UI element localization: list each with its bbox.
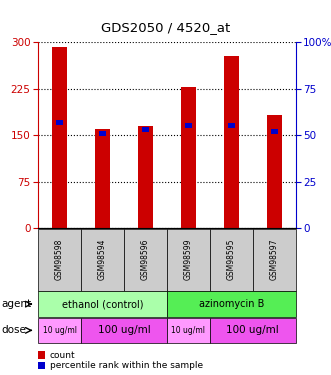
Text: GSM98597: GSM98597 xyxy=(270,239,279,280)
Bar xyxy=(185,123,192,128)
Bar xyxy=(56,120,63,124)
Text: 100 ug/ml: 100 ug/ml xyxy=(226,326,279,335)
Bar xyxy=(181,87,196,228)
Text: 10 ug/ml: 10 ug/ml xyxy=(171,326,205,335)
Text: GSM98594: GSM98594 xyxy=(98,239,107,280)
Text: 10 ug/ml: 10 ug/ml xyxy=(42,326,76,335)
Bar xyxy=(138,126,153,228)
Text: GSM98598: GSM98598 xyxy=(55,239,64,280)
Text: agent: agent xyxy=(2,299,32,309)
Text: azinomycin B: azinomycin B xyxy=(199,299,264,309)
Bar xyxy=(52,47,67,228)
Text: count: count xyxy=(50,351,75,360)
Bar xyxy=(266,116,282,228)
Text: GSM98596: GSM98596 xyxy=(141,239,150,280)
Text: GSM98599: GSM98599 xyxy=(184,239,193,280)
Bar xyxy=(99,131,106,136)
Bar xyxy=(95,129,110,228)
Text: dose: dose xyxy=(2,326,26,335)
Text: percentile rank within the sample: percentile rank within the sample xyxy=(50,361,203,370)
Text: 100 ug/ml: 100 ug/ml xyxy=(98,326,150,335)
Bar xyxy=(224,56,239,228)
Text: ethanol (control): ethanol (control) xyxy=(62,299,143,309)
Bar xyxy=(228,123,235,128)
Bar xyxy=(142,127,149,132)
Text: GSM98595: GSM98595 xyxy=(227,239,236,280)
Text: GDS2050 / 4520_at: GDS2050 / 4520_at xyxy=(101,21,230,34)
Bar xyxy=(271,129,277,134)
